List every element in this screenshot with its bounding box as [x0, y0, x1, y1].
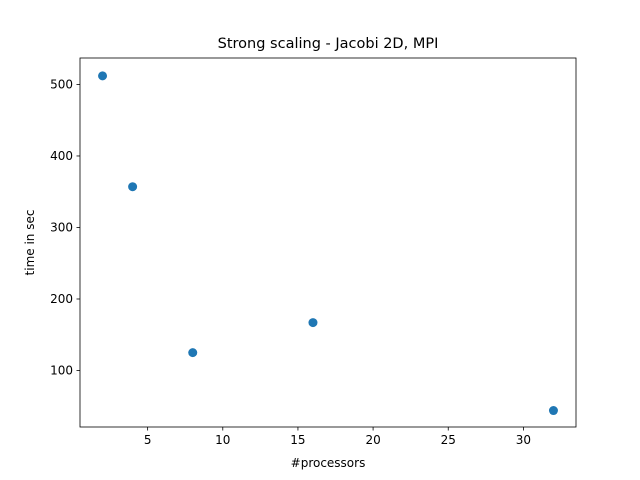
y-tick-label: 500 [50, 77, 73, 91]
x-tick-label: 25 [441, 433, 456, 447]
plot-frame [79, 57, 577, 428]
x-tick-label: 10 [215, 433, 230, 447]
chart-title: Strong scaling - Jacobi 2D, MPI [218, 36, 439, 52]
data-point [98, 71, 108, 81]
x-tick-label: 5 [144, 433, 152, 447]
plot-area [80, 58, 576, 427]
x-tick-label: 20 [365, 433, 380, 447]
ticks: 5 10 15 20 25 30 100 200 300 400 500 [50, 77, 531, 447]
data-point [188, 348, 198, 358]
y-tick-label: 200 [50, 292, 73, 306]
y-tick-label: 400 [50, 149, 73, 163]
x-axis-label: #processors [291, 456, 366, 470]
y-axis-label: time in sec [23, 210, 37, 276]
data-points [98, 71, 558, 416]
y-tick-label: 100 [50, 364, 73, 378]
y-tick-label: 300 [50, 220, 73, 234]
data-point [128, 182, 138, 192]
x-tick-label: 15 [290, 433, 305, 447]
x-tick-label: 30 [516, 433, 531, 447]
data-point [548, 406, 558, 416]
data-point [308, 318, 318, 328]
